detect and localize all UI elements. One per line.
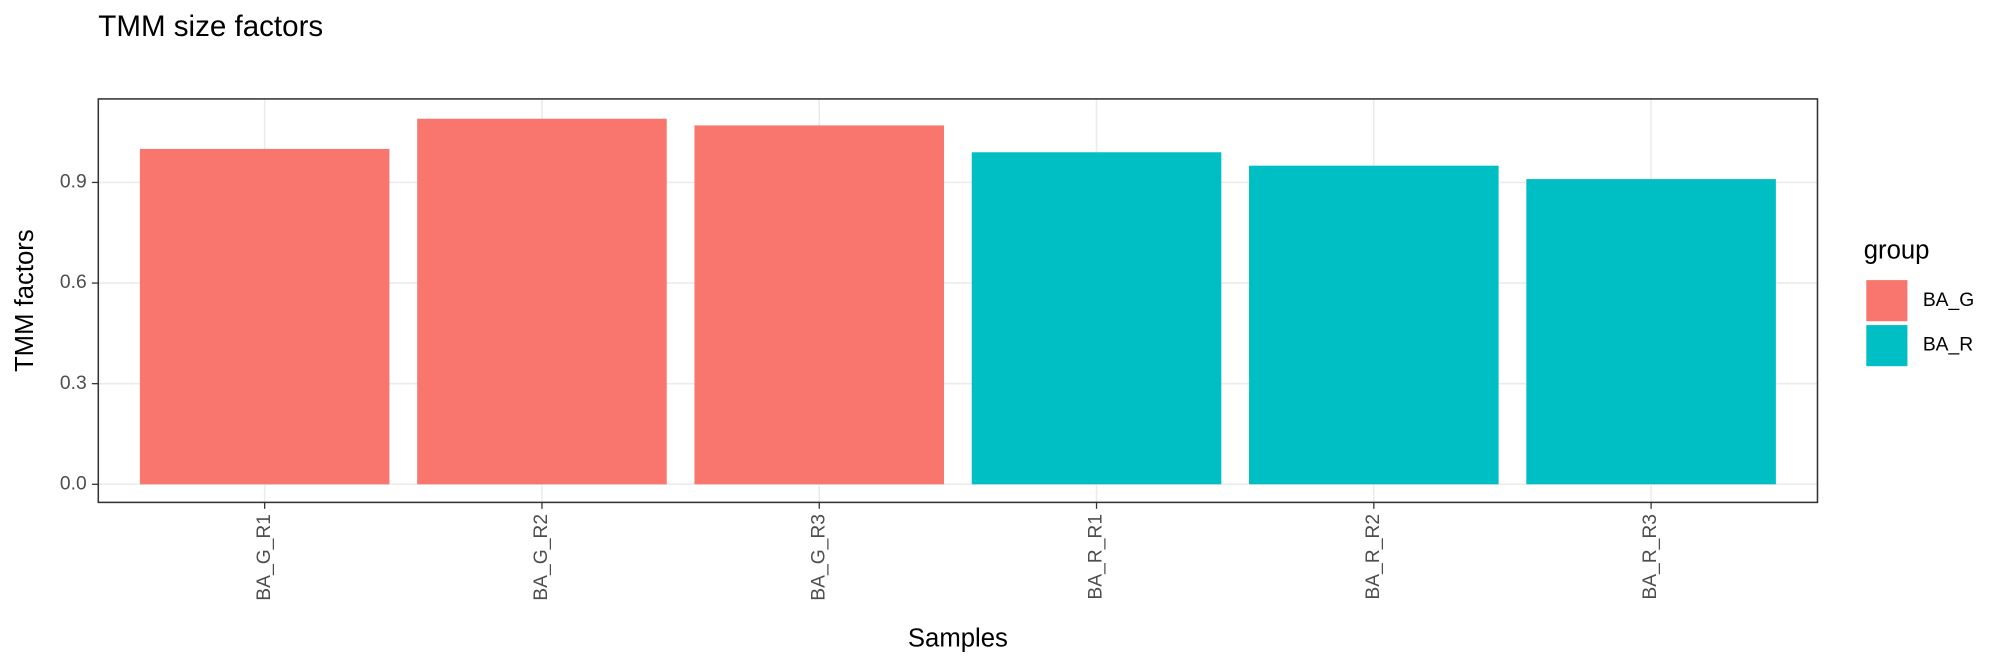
legend-label: BA_R	[1923, 335, 1973, 356]
y-tick-label: 0.0	[60, 473, 87, 494]
bar	[1526, 179, 1776, 485]
x-tick-label: BA_G_R3	[808, 514, 829, 601]
x-tick-label: BA_G_R1	[254, 514, 275, 601]
panel-border	[97, 98, 1819, 504]
x-tick-label: BA_R_R1	[1086, 514, 1107, 600]
legend-swatch	[1866, 325, 1908, 367]
y-tick-label: 0.3	[60, 373, 87, 394]
x-tick-label: BA_G_R2	[531, 514, 552, 601]
bar	[417, 118, 667, 485]
legend-title: group	[1864, 237, 1930, 265]
bar	[139, 148, 390, 485]
bar	[694, 125, 945, 485]
y-tick-label: 0.9	[60, 172, 87, 193]
y-axis-title: TMM factors	[11, 229, 39, 372]
bar	[1249, 165, 1499, 485]
x-axis-title: Samples	[908, 625, 1008, 653]
x-tick-label: BA_R_R2	[1363, 514, 1384, 600]
x-tick-label: BA_R_R3	[1640, 514, 1661, 600]
legend-swatch	[1866, 280, 1908, 322]
y-tick-label: 0.6	[60, 272, 87, 293]
bar	[971, 152, 1222, 485]
legend-label: BA_G	[1923, 290, 1974, 311]
chart-title: TMM size factors	[98, 10, 323, 43]
